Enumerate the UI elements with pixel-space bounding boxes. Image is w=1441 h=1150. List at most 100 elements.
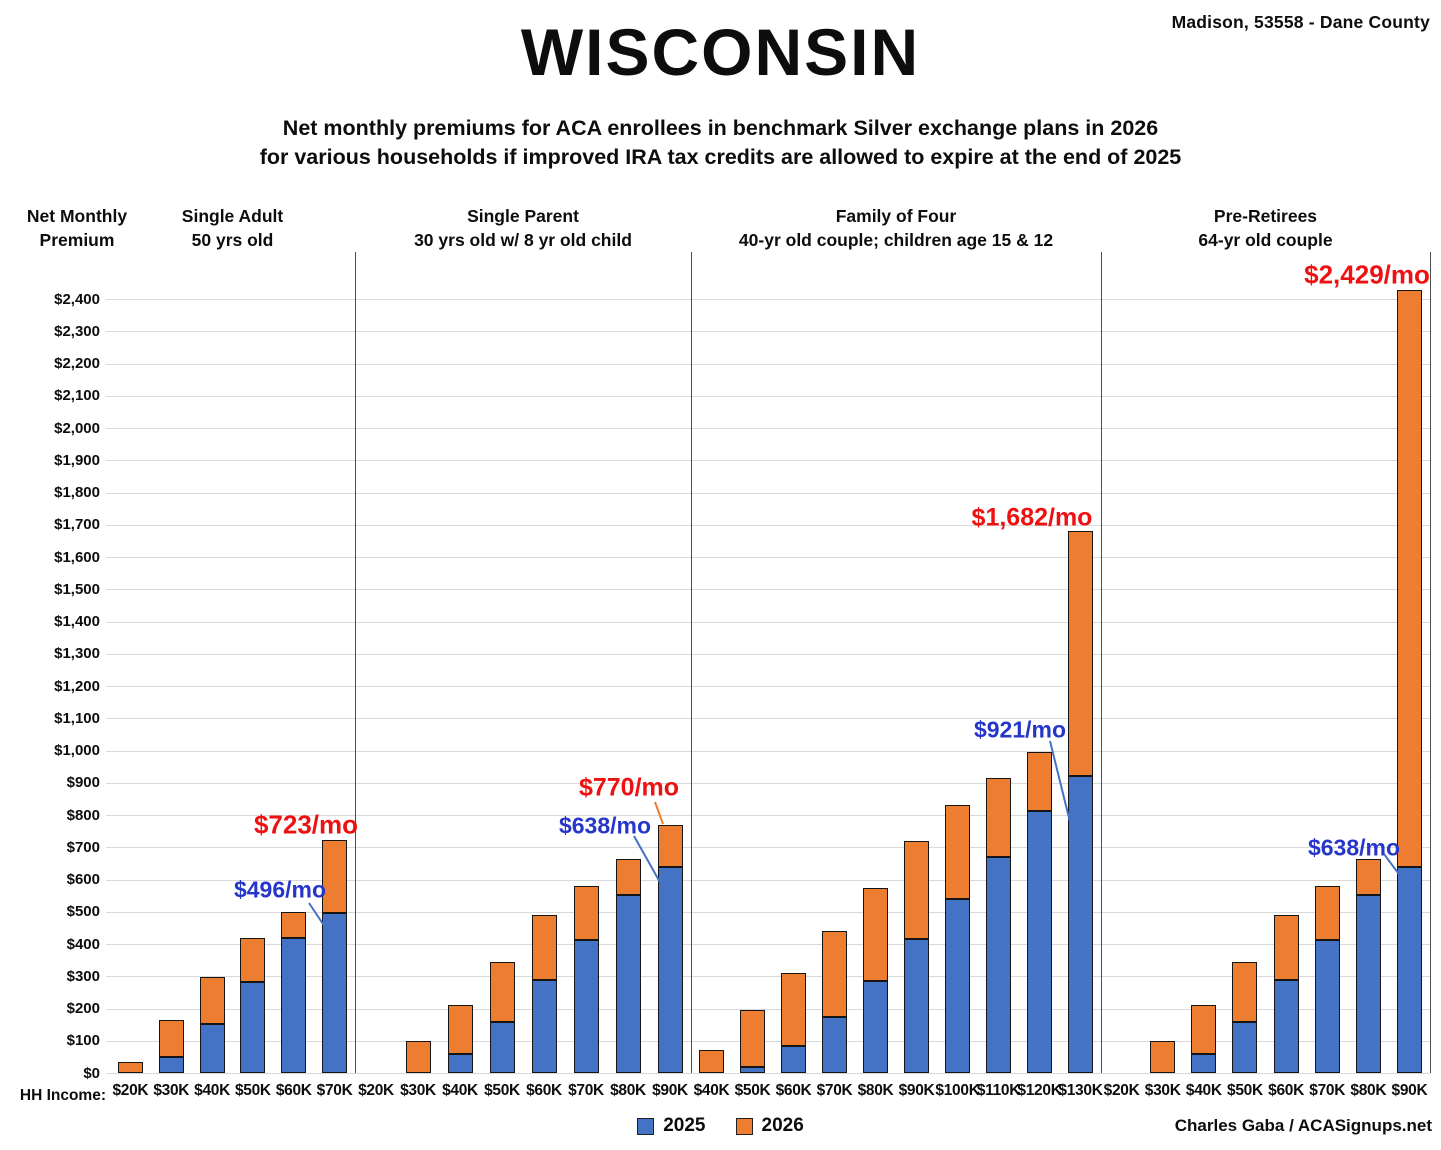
y-tick-label: $1,200 xyxy=(54,677,100,695)
subtitle-line-1: Net monthly premiums for ACA enrollees i… xyxy=(282,116,1159,140)
y-tick-label: $500 xyxy=(66,903,100,921)
x-tick-label: $40K xyxy=(442,1082,478,1099)
bar-segment-2026 xyxy=(1355,859,1381,895)
y-gridline xyxy=(106,1008,1430,1010)
bar-segment-2026 xyxy=(945,805,970,899)
y-tick-label: $2,400 xyxy=(54,290,100,308)
group-header: Single Parent 30 yrs old w/ 8 yr old chil… xyxy=(414,204,632,252)
x-tick-label: $90K xyxy=(898,1082,935,1099)
y-gridline xyxy=(106,782,1430,784)
y-tick-label: $700 xyxy=(66,838,100,856)
y-gridline xyxy=(106,944,1430,945)
y-gridline xyxy=(106,879,1430,881)
bar-segment-2025 xyxy=(986,856,1011,1073)
bar-segment-2025 xyxy=(1027,811,1052,1073)
x-tick-label: $50K xyxy=(734,1082,771,1099)
bar-segment-2025 xyxy=(863,981,888,1073)
bar-segment-2025 xyxy=(1068,775,1093,1073)
group-divider xyxy=(355,252,356,1073)
y-gridline xyxy=(106,492,1430,494)
bar-segment-2026 xyxy=(322,839,348,914)
bar-segment-2026 xyxy=(1314,885,1340,940)
group-header: Pre-Retirees 64-yr old couple xyxy=(1198,204,1332,252)
legend-item: 2025 xyxy=(637,1115,706,1137)
bar-segment-2026 xyxy=(281,912,307,939)
bar-segment-2026 xyxy=(657,824,683,868)
y-gridline xyxy=(106,1073,1430,1074)
bar-segment-2026 xyxy=(117,1061,143,1073)
x-tick-label: $60K xyxy=(275,1082,312,1099)
x-tick-label: $40K xyxy=(1185,1082,1222,1099)
y-tick-label: $400 xyxy=(66,935,100,953)
y-gridline xyxy=(106,1040,1430,1042)
y-gridline xyxy=(106,557,1430,558)
y-tick-label: $300 xyxy=(66,967,100,985)
y-gridline xyxy=(106,653,1430,655)
bar-segment-2025 xyxy=(822,1017,847,1073)
x-tick-label: $50K xyxy=(1227,1082,1263,1099)
x-tick-label: $120K xyxy=(1017,1082,1062,1099)
annotation-2026-label: $723/mo xyxy=(253,809,359,840)
location-label: Madison, 53558 - Dane County xyxy=(1171,12,1430,32)
bar-segment-2026 xyxy=(1150,1040,1176,1073)
y-gridline xyxy=(106,750,1430,752)
group-header: Single Adult 50 yrs old xyxy=(182,204,283,252)
group-header: Family of Four 40-yr old couple; children… xyxy=(739,204,1053,252)
bar-segment-2025 xyxy=(1355,894,1381,1073)
x-axis-title: HH Income: xyxy=(19,1087,106,1104)
group-divider xyxy=(691,252,692,1073)
y-tick-label: $600 xyxy=(66,871,100,888)
annotation-leader-line xyxy=(654,801,664,825)
y-tick-label: $2,000 xyxy=(54,419,100,437)
x-tick-label: $80K xyxy=(1350,1082,1387,1099)
bar-segment-2025 xyxy=(158,1056,184,1073)
y-gridline xyxy=(106,524,1430,526)
legend-label: 2025 xyxy=(663,1115,706,1136)
x-tick-label: $130K xyxy=(1058,1082,1103,1099)
x-tick-label: $30K xyxy=(153,1082,190,1099)
bar-segment-2025 xyxy=(322,913,348,1073)
y-tick-label: $1,700 xyxy=(54,516,100,534)
x-tick-label: $60K xyxy=(1268,1082,1304,1099)
y-tick-label: $1,600 xyxy=(54,548,100,566)
y-gridline xyxy=(106,299,1430,300)
y-tick-label: $2,300 xyxy=(54,322,100,340)
y-tick-label: $0 xyxy=(83,1064,100,1082)
y-tick-label: $2,100 xyxy=(54,387,100,405)
x-tick-label: $60K xyxy=(526,1082,562,1099)
x-tick-label: $40K xyxy=(194,1082,230,1099)
group-header-line-1: Pre-Retirees xyxy=(1213,206,1318,226)
bar-segment-2025 xyxy=(740,1067,765,1073)
y-tick-label: $1,100 xyxy=(54,709,100,727)
group-header-line-1: Single Parent xyxy=(467,206,579,226)
bar-segment-2026 xyxy=(904,840,929,939)
annotation-2025-label: $638/mo xyxy=(558,812,652,839)
bar-segment-2026 xyxy=(240,937,266,983)
y-tick-label: $1,300 xyxy=(54,645,100,663)
y-tick-label: $800 xyxy=(66,806,100,824)
credit-label: Charles Gaba / ACASignups.net xyxy=(1174,1116,1432,1135)
y-tick-label: $2,200 xyxy=(54,355,100,372)
bar-segment-2025 xyxy=(240,982,266,1073)
y-axis-title: Net Monthly Premium xyxy=(10,204,144,252)
x-tick-label: $30K xyxy=(1144,1082,1181,1099)
bar-segment-2026 xyxy=(1396,289,1422,868)
annotation-2026-label: $1,682/mo xyxy=(971,503,1093,532)
bar-segment-2025 xyxy=(531,980,557,1073)
x-tick-label: $100K xyxy=(935,1082,980,1099)
bar-segment-2026 xyxy=(573,885,599,940)
y-tick-label: $1,400 xyxy=(54,613,100,630)
x-tick-label: $80K xyxy=(857,1082,894,1099)
group-header-line-2: 64-yr old couple xyxy=(1198,230,1333,250)
bar-segment-2025 xyxy=(199,1023,225,1073)
bar-segment-2025 xyxy=(615,894,641,1073)
bar-segment-2026 xyxy=(199,977,225,1024)
bar-segment-2026 xyxy=(822,931,847,1018)
bar-segment-2026 xyxy=(489,961,515,1023)
bar-segment-2026 xyxy=(405,1040,431,1073)
y-gridline xyxy=(106,395,1430,397)
y-tick-label: $1,800 xyxy=(54,484,100,501)
subtitle-line-2: for various households if improved IRA t… xyxy=(259,145,1182,169)
bar-segment-2026 xyxy=(863,888,888,982)
